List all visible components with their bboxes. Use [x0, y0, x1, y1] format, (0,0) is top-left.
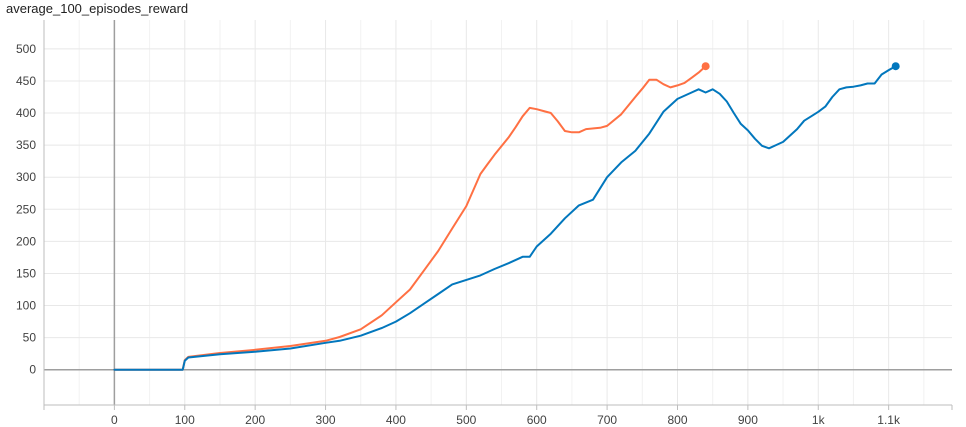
x-tick-label: 1.1k — [877, 413, 901, 427]
x-tick-label: 700 — [597, 413, 617, 427]
y-tick-label: 500 — [16, 42, 36, 56]
y-tick-label: 150 — [16, 266, 36, 280]
x-tick-label: 100 — [175, 413, 195, 427]
y-tick-label: 100 — [16, 299, 36, 313]
x-tick-label: 600 — [527, 413, 547, 427]
y-tick-label: 400 — [16, 106, 36, 120]
x-tick-label: 800 — [667, 413, 687, 427]
y-tick-label: 0 — [29, 363, 36, 377]
x-tick-label: 0 — [111, 413, 118, 427]
x-tick-label: 400 — [386, 413, 406, 427]
x-tick-label: 500 — [456, 413, 476, 427]
series-end-point-2 — [891, 62, 900, 71]
x-tick-label: 900 — [738, 413, 758, 427]
y-tick-label: 250 — [16, 202, 36, 216]
series-line-2 — [113, 65, 897, 371]
y-tick-label: 350 — [16, 138, 36, 152]
y-tick-label: 50 — [23, 331, 37, 345]
chart-title: average_100_episodes_reward — [6, 1, 189, 16]
y-tick-label: 450 — [16, 74, 36, 88]
y-tick-label: 200 — [16, 234, 36, 248]
axes — [43, 20, 953, 410]
x-tick-label: 200 — [245, 413, 265, 427]
y-tick-label: 300 — [16, 170, 36, 184]
series-end-point-1 — [701, 62, 710, 71]
x-tick-label: 300 — [316, 413, 336, 427]
series-layer — [113, 62, 900, 371]
series-line-1 — [113, 65, 707, 371]
tick-labels: 0 100 200 300 400 500 600 700 800 900 1k 1.1k 0 50 100… — [16, 42, 901, 427]
x-tick-label: 1k — [812, 413, 826, 427]
grid — [44, 20, 952, 405]
